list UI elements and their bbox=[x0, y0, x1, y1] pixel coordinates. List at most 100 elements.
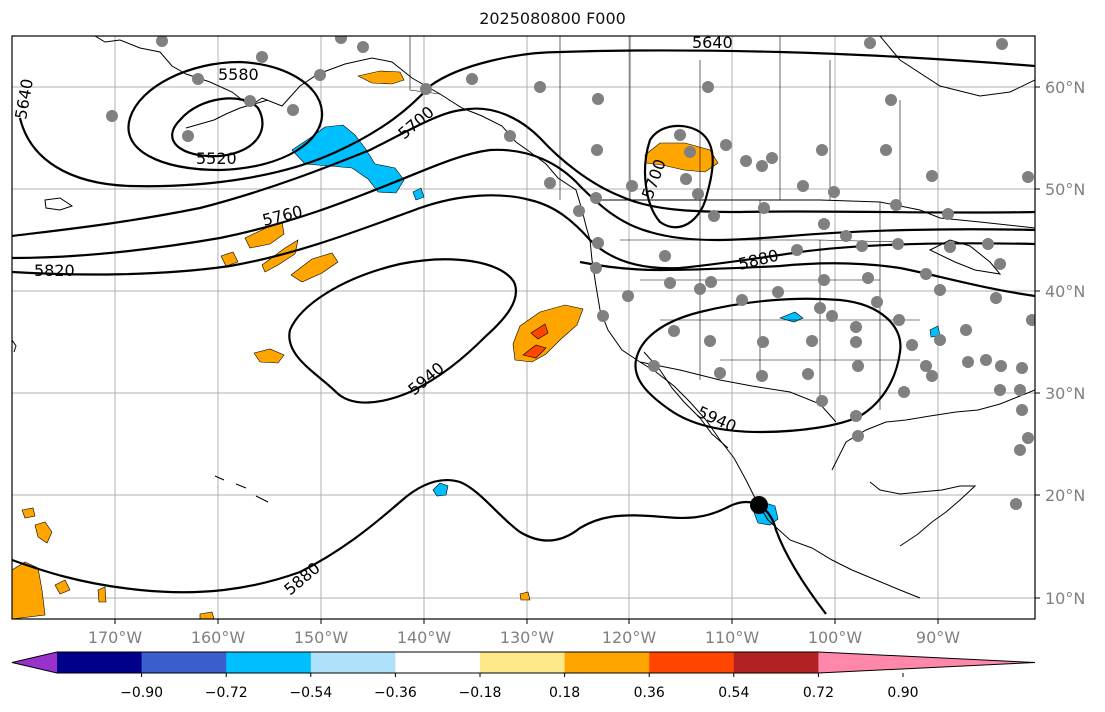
colorbar-outline bbox=[11, 651, 1036, 674]
small-island bbox=[12, 339, 17, 353]
latitude-label: 40°N bbox=[1045, 282, 1085, 301]
canada-provinces bbox=[409, 36, 901, 210]
colorbar-swatch bbox=[733, 652, 819, 673]
station-dot bbox=[802, 368, 814, 380]
positive-anomaly-area bbox=[512, 304, 584, 363]
station-dot bbox=[544, 177, 556, 189]
station-dot bbox=[592, 93, 604, 105]
positive-anomaly-area bbox=[519, 591, 531, 601]
station-dot bbox=[736, 294, 748, 306]
station-dot bbox=[592, 237, 604, 249]
latitude-axis: 60°N 50°N 40°N 30°N 20°N 10°N bbox=[1035, 78, 1085, 608]
station-dot bbox=[704, 335, 716, 347]
station-dot bbox=[668, 325, 680, 337]
station-dot bbox=[906, 339, 918, 351]
hawaiian-islands bbox=[214, 475, 269, 503]
station-dot bbox=[850, 321, 862, 333]
strong-positive-anomaly-area bbox=[530, 323, 549, 340]
station-dot bbox=[1016, 404, 1028, 416]
colorbar-tick-label: −0.72 bbox=[205, 685, 248, 701]
colorbar-tick-labels: −0.90 −0.72 −0.54 −0.36 −0.18 0.18 0.36 0.54 0.7… bbox=[120, 673, 919, 701]
station-dot bbox=[335, 36, 347, 44]
station-dot bbox=[880, 144, 892, 156]
map-frame bbox=[11, 35, 1036, 620]
latitude-label: 50°N bbox=[1045, 180, 1085, 199]
station-dot bbox=[714, 367, 726, 379]
station-dot bbox=[106, 110, 118, 122]
colorbar-swatch bbox=[57, 652, 143, 673]
contour-label: 5520 bbox=[196, 149, 237, 168]
positive-anomaly-area bbox=[357, 70, 405, 85]
latitude-label: 30°N bbox=[1045, 384, 1085, 403]
colorbar-swatch bbox=[480, 652, 566, 673]
contour-label: 5580 bbox=[218, 65, 259, 84]
station-dot bbox=[850, 410, 862, 422]
station-dot bbox=[664, 277, 676, 289]
station-dot bbox=[828, 186, 840, 198]
station-dot bbox=[1016, 362, 1028, 374]
station-dot bbox=[534, 81, 546, 93]
station-dot bbox=[420, 83, 432, 95]
positive-anomaly-area bbox=[290, 252, 339, 283]
station-dot bbox=[818, 218, 830, 230]
station-dot bbox=[856, 240, 868, 252]
station-dot bbox=[960, 324, 972, 336]
station-dot bbox=[766, 152, 778, 164]
station-dot bbox=[740, 155, 752, 167]
station-dot bbox=[256, 51, 268, 63]
station-dot bbox=[826, 310, 838, 322]
colorbar-swatch bbox=[310, 652, 396, 673]
station-dot bbox=[885, 94, 897, 106]
small-island bbox=[44, 197, 74, 211]
colorbar-swatch bbox=[564, 652, 650, 673]
station-dot bbox=[684, 146, 696, 158]
station-dot bbox=[708, 210, 720, 222]
station-dot bbox=[156, 36, 168, 47]
station-dot bbox=[757, 336, 769, 348]
contour-label: 5640 bbox=[692, 33, 733, 52]
station-dot bbox=[920, 360, 932, 372]
longitude-label: 90°W bbox=[916, 628, 960, 647]
station-dot bbox=[756, 160, 768, 172]
station-dot bbox=[892, 238, 904, 250]
station-dot bbox=[694, 283, 706, 295]
station-dot bbox=[504, 130, 516, 142]
station-dot bbox=[659, 250, 671, 262]
colorbar-swatch bbox=[226, 652, 312, 673]
positive-anomaly-area bbox=[34, 521, 53, 544]
station-dot bbox=[864, 37, 876, 49]
station-dot bbox=[314, 69, 326, 81]
station-dot bbox=[862, 272, 874, 284]
us-canada-border bbox=[592, 199, 1035, 229]
latitude-label: 60°N bbox=[1045, 78, 1085, 97]
colorbar-tick-label: −0.90 bbox=[120, 685, 163, 701]
station-dot bbox=[648, 360, 660, 372]
baja-california bbox=[643, 351, 729, 449]
contour-5880-land bbox=[579, 260, 1035, 298]
station-dot bbox=[852, 430, 864, 442]
longitude-label: 130°W bbox=[500, 628, 555, 647]
positive-anomaly-area bbox=[12, 561, 46, 619]
station-dot bbox=[590, 192, 602, 204]
station-dot bbox=[1014, 384, 1026, 396]
negative-anomaly-area bbox=[432, 482, 449, 497]
colorbar-tick-label: 0.72 bbox=[803, 685, 834, 701]
colorbar-tick-label: 0.36 bbox=[634, 685, 665, 701]
map-panel: 5520 5580 5640 5640 5700 5700 5760 5820 … bbox=[12, 33, 1035, 619]
contour-5520 bbox=[171, 97, 264, 158]
station-dot bbox=[980, 354, 992, 366]
station-dot bbox=[705, 276, 717, 288]
positive-anomaly-area bbox=[199, 611, 215, 619]
station-dot bbox=[244, 95, 256, 107]
station-dot bbox=[990, 292, 1002, 304]
station-dot bbox=[816, 395, 828, 407]
colorbar-tick-label: 0.18 bbox=[549, 685, 580, 701]
station-dot bbox=[898, 386, 910, 398]
station-dot bbox=[890, 199, 902, 211]
great-lakes bbox=[928, 239, 1002, 275]
station-markers bbox=[106, 36, 1035, 510]
station-dot bbox=[806, 335, 818, 347]
positive-anomaly-area bbox=[97, 586, 107, 603]
station-dot bbox=[816, 144, 828, 156]
